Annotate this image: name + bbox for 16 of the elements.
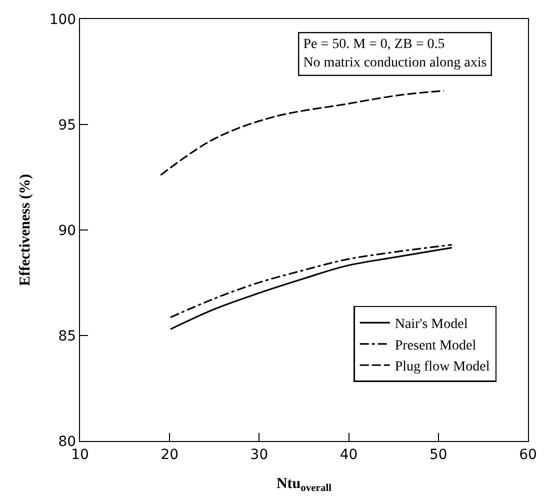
line-series xyxy=(160,90,445,176)
y-axis-title: Effectiveness (%) xyxy=(18,174,34,286)
y-tick-label: 85 xyxy=(58,328,76,344)
legend-label: Nair's Model xyxy=(394,317,468,332)
y-tick-label: 90 xyxy=(58,222,76,239)
x-tick-label: 60 xyxy=(519,446,537,463)
annotation: Pe = 50. M = 0, ZB = 0.5 No matrix conduction along axis xyxy=(303,37,487,70)
legend-label: Plug flow Model xyxy=(394,360,490,375)
x-tick-label: 30 xyxy=(250,446,268,463)
y-tick-label: 95 xyxy=(58,117,76,134)
x-tick-label: 20 xyxy=(160,446,179,463)
x-tick-label: 50 xyxy=(429,446,448,463)
x-tick-label: 40 xyxy=(340,446,358,463)
legend-label: Present Model xyxy=(394,338,476,354)
x-axis-title: Ntu$_{overall}$ xyxy=(276,476,332,494)
y-tick-label: 100 xyxy=(49,12,76,28)
